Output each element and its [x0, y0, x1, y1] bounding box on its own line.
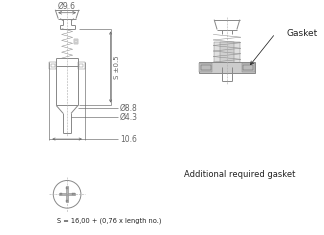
Bar — [66, 187, 68, 189]
Polygon shape — [59, 193, 67, 195]
Bar — [51, 63, 55, 67]
Bar — [214, 42, 240, 67]
Bar — [66, 200, 68, 202]
Text: 10.6: 10.6 — [120, 135, 137, 144]
Bar — [73, 193, 75, 195]
Text: Gasket: Gasket — [286, 29, 318, 38]
Polygon shape — [66, 194, 68, 202]
Bar — [60, 193, 62, 195]
Bar — [242, 63, 255, 72]
Bar — [75, 40, 77, 43]
Text: Additional required gasket: Additional required gasket — [184, 170, 295, 179]
Text: S ±0.5: S ±0.5 — [114, 55, 121, 79]
Bar — [199, 62, 255, 73]
Text: Ø8.8: Ø8.8 — [120, 104, 137, 113]
Bar — [220, 42, 234, 67]
Text: S = 16,00 + (0,76 x length no.): S = 16,00 + (0,76 x length no.) — [57, 218, 162, 224]
Bar — [78, 62, 85, 69]
Bar — [79, 63, 83, 67]
Polygon shape — [66, 186, 68, 194]
Text: Ø4.3: Ø4.3 — [119, 113, 137, 122]
Bar — [243, 65, 253, 70]
Bar — [199, 63, 212, 72]
Bar — [74, 39, 78, 44]
Bar — [201, 65, 211, 70]
Text: Ø9.6: Ø9.6 — [58, 2, 76, 11]
Polygon shape — [67, 193, 75, 195]
Bar — [49, 62, 56, 69]
